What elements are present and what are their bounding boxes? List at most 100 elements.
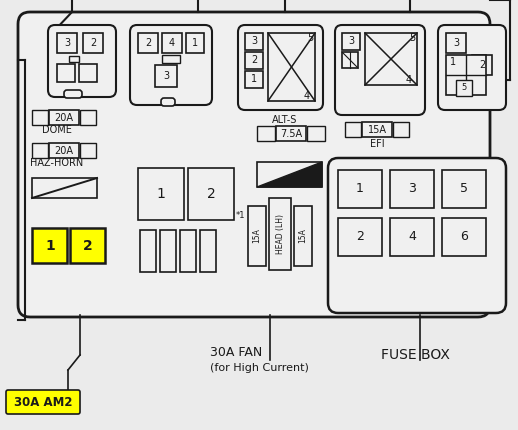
Bar (83, 33, 103, 53)
Bar (269, 198, 291, 270)
Bar (456, 80, 472, 96)
Bar (390, 170, 434, 208)
Text: 30A FAN: 30A FAN (210, 347, 262, 359)
Text: DOME: DOME (42, 125, 72, 135)
Bar (80, 143, 96, 158)
Text: 1: 1 (251, 74, 257, 84)
Bar (245, 71, 263, 88)
Text: 30A AM2: 30A AM2 (14, 396, 72, 408)
Bar (162, 55, 180, 63)
Text: 1: 1 (156, 187, 165, 201)
Text: 2: 2 (479, 60, 485, 70)
FancyBboxPatch shape (64, 90, 82, 98)
Text: 2: 2 (145, 38, 151, 48)
Text: HAZ-HORN: HAZ-HORN (31, 158, 83, 168)
Bar (472, 55, 492, 75)
FancyBboxPatch shape (18, 12, 490, 317)
Text: 2: 2 (83, 239, 93, 253)
Text: 1: 1 (45, 239, 55, 253)
Bar (200, 230, 216, 272)
Bar (32, 143, 48, 158)
Bar (186, 33, 204, 53)
Text: 1: 1 (356, 182, 364, 196)
Text: 3: 3 (64, 38, 70, 48)
Bar (32, 228, 67, 263)
Bar (32, 110, 48, 125)
Bar (342, 52, 358, 68)
FancyBboxPatch shape (161, 98, 175, 106)
Bar (257, 126, 275, 141)
Text: 4: 4 (304, 91, 310, 101)
Bar (57, 33, 77, 53)
FancyBboxPatch shape (6, 390, 80, 414)
Bar (390, 218, 434, 256)
Bar (294, 206, 312, 266)
Text: *1: *1 (235, 211, 244, 219)
Bar (138, 33, 158, 53)
Text: 6: 6 (460, 230, 468, 243)
Bar (49, 110, 79, 125)
Bar (138, 168, 184, 220)
FancyBboxPatch shape (328, 158, 506, 313)
Text: 1: 1 (192, 38, 198, 48)
Text: 3: 3 (453, 38, 459, 48)
Bar (442, 218, 486, 256)
Text: 5: 5 (307, 33, 313, 43)
Text: 4: 4 (169, 38, 175, 48)
FancyBboxPatch shape (130, 25, 212, 105)
Text: FUSE BOX: FUSE BOX (381, 348, 450, 362)
Text: 2: 2 (356, 230, 364, 243)
Text: 7.5A: 7.5A (280, 129, 302, 139)
Text: 2: 2 (251, 55, 257, 65)
Bar (446, 33, 466, 53)
Bar (338, 170, 382, 208)
Bar (80, 110, 96, 125)
Text: 5: 5 (460, 182, 468, 196)
Text: 20A: 20A (54, 146, 74, 156)
FancyBboxPatch shape (238, 25, 323, 110)
Text: (for High Current): (for High Current) (210, 363, 309, 373)
Text: 15A: 15A (252, 229, 262, 243)
FancyBboxPatch shape (438, 25, 506, 110)
FancyBboxPatch shape (48, 25, 116, 97)
Bar (362, 122, 392, 137)
Polygon shape (257, 162, 322, 187)
Text: 5: 5 (409, 33, 415, 43)
Text: 3: 3 (408, 182, 416, 196)
Bar (338, 218, 382, 256)
Text: 5: 5 (462, 83, 467, 92)
Bar (365, 33, 417, 85)
Bar (188, 168, 234, 220)
Bar (245, 33, 263, 50)
Bar (162, 33, 182, 53)
Bar (257, 162, 322, 187)
Bar (342, 33, 360, 50)
Bar (180, 230, 196, 272)
Text: 4: 4 (406, 75, 412, 85)
Bar (70, 228, 105, 263)
Bar (49, 143, 79, 158)
Bar (245, 52, 263, 69)
FancyBboxPatch shape (335, 25, 425, 115)
Text: 15A: 15A (298, 229, 308, 243)
Text: EFI: EFI (370, 139, 384, 149)
Text: ALT-S: ALT-S (272, 115, 298, 125)
Text: 15A: 15A (367, 125, 386, 135)
Bar (155, 65, 177, 87)
Bar (307, 126, 325, 141)
Text: 4: 4 (408, 230, 416, 243)
Text: 3: 3 (251, 36, 257, 46)
Bar (345, 122, 361, 137)
Text: 3: 3 (348, 36, 354, 46)
Text: 1: 1 (450, 57, 456, 67)
Text: 2: 2 (207, 187, 215, 201)
Bar (442, 170, 486, 208)
Text: 20A: 20A (54, 113, 74, 123)
Bar (276, 126, 306, 141)
Bar (79, 64, 97, 82)
Bar (160, 230, 176, 272)
Bar (393, 122, 409, 137)
Bar (268, 33, 315, 101)
Text: 3: 3 (163, 71, 169, 81)
Bar (32, 178, 97, 198)
